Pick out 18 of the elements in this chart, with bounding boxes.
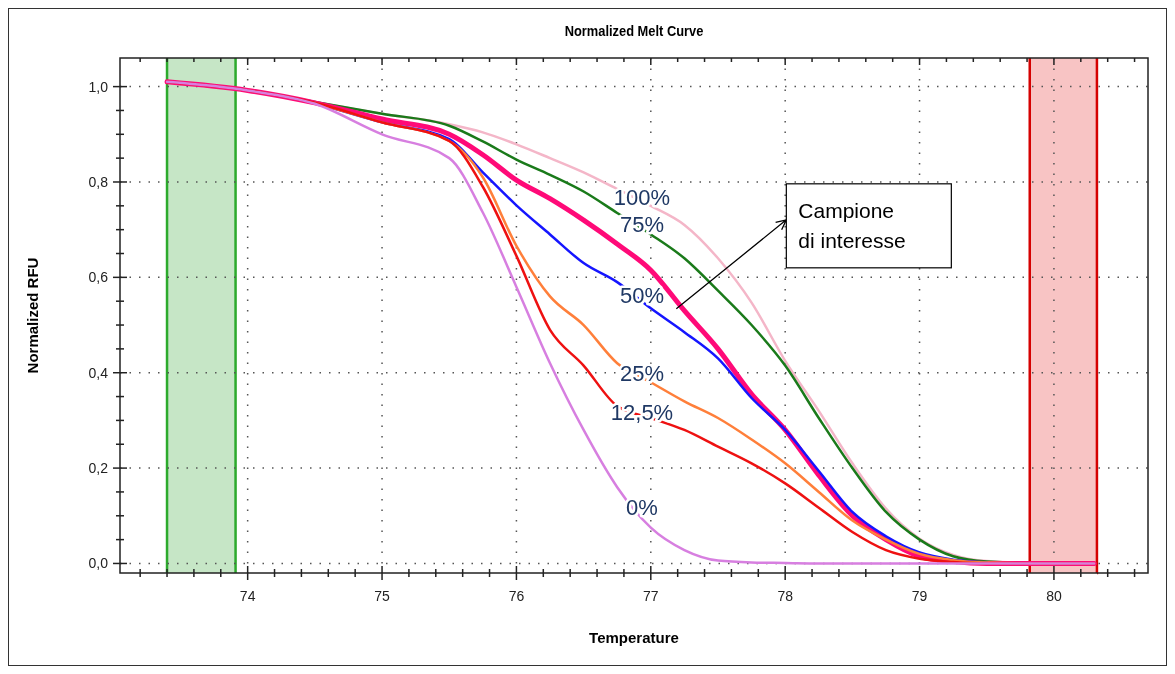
annotation: Campione di interesse	[798, 198, 906, 252]
x-axis-title: Temperature	[589, 629, 679, 646]
x-tick-label: 78	[777, 588, 794, 604]
y-tick-label: 0,4	[88, 364, 109, 381]
x-tick-label: 76	[508, 588, 525, 604]
x-tick-label: 74	[239, 588, 256, 604]
series-label: 100%	[613, 185, 671, 211]
x-tick-label: 77	[643, 588, 659, 604]
x-tick-label: 79	[911, 588, 928, 604]
x-tick-label: 80	[1046, 588, 1062, 604]
y-axis-title: Normalized RFU	[24, 257, 41, 374]
y-tick-label: 0,6	[88, 269, 109, 286]
x-tick-label: 75	[374, 588, 391, 604]
y-tick-label: 1,0	[88, 78, 109, 95]
y-tick-label: 0,8	[88, 173, 109, 190]
y-tick-label: 0,0	[88, 555, 109, 572]
chart-title: Normalized Melt Curve	[564, 23, 704, 40]
y-tick-label: 0,2	[88, 460, 109, 477]
